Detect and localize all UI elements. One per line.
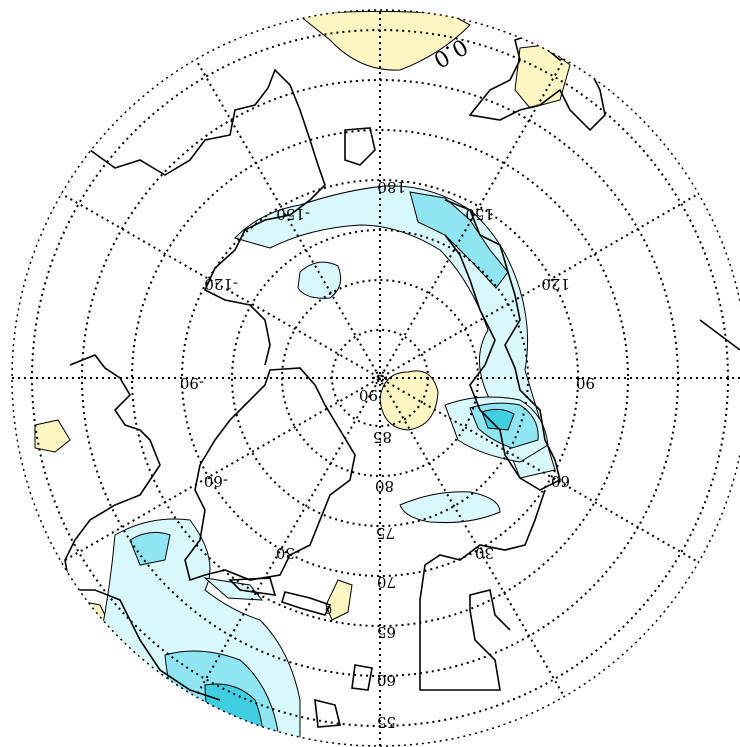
positive-anomaly-region-ne (514, 44, 571, 109)
coastline-greenland (184, 367, 356, 582)
positive-anomaly-island (325, 579, 353, 621)
positive-anomaly-region-pole (379, 370, 439, 431)
lon-label-120: 120 (541, 275, 570, 293)
negative-anomaly-lower-mid (203, 577, 264, 601)
negative-anomaly-blob (297, 261, 342, 299)
lon-label-neg150: -150 (276, 205, 310, 223)
lon-label-neg60: -60 (204, 472, 228, 490)
coastline-arctic-west (64, 68, 326, 366)
negative-anomaly-band-b (399, 491, 501, 524)
lat-label-70: 70 (377, 573, 396, 591)
lat-label-80: 80 (375, 477, 394, 495)
contour-label-zero-small: 0 (325, 603, 332, 616)
coastline-right-edge (609, 74, 740, 351)
lat-label-75: 75 (376, 524, 395, 542)
contour-labels: 0.0 0 (325, 33, 472, 616)
negative-anomaly-medium-sw (129, 531, 171, 566)
anomaly-fills (34, 10, 571, 746)
lat-label-55: 55 (377, 713, 396, 731)
lon-label-150: 150 (465, 205, 494, 223)
coastline-islands (228, 577, 373, 728)
lon-label-90: 90 (576, 374, 595, 392)
positive-anomaly-region-top (298, 10, 471, 71)
coastline-eurasia-east (444, 199, 561, 491)
lat-label-85: 85 (373, 428, 392, 446)
lat-label-90: 90 (359, 386, 378, 404)
longitude-labels: 180 150 120 90 60 30 -30 -60 -90 -120 -1… (180, 178, 595, 562)
coastline-europe-south (419, 489, 546, 691)
map-boundary (11, 9, 740, 747)
lon-label-180: 180 (377, 178, 406, 196)
lon-label-neg30: -30 (276, 544, 300, 562)
negative-anomaly-strong-e (481, 408, 515, 431)
lon-label-60: 60 (551, 472, 570, 490)
coastline-north-america (64, 354, 221, 701)
lat-label-65: 65 (377, 623, 396, 641)
latitude-labels: 90 85 80 75 70 65 60 55 (359, 386, 396, 731)
lon-label-neg120: -120 (204, 275, 238, 293)
lon-label-neg90: -90 (180, 374, 204, 392)
lat-label-60: 60 (377, 671, 396, 689)
positive-anomaly-region-left (34, 419, 71, 453)
lon-label-30: 30 (475, 544, 494, 562)
